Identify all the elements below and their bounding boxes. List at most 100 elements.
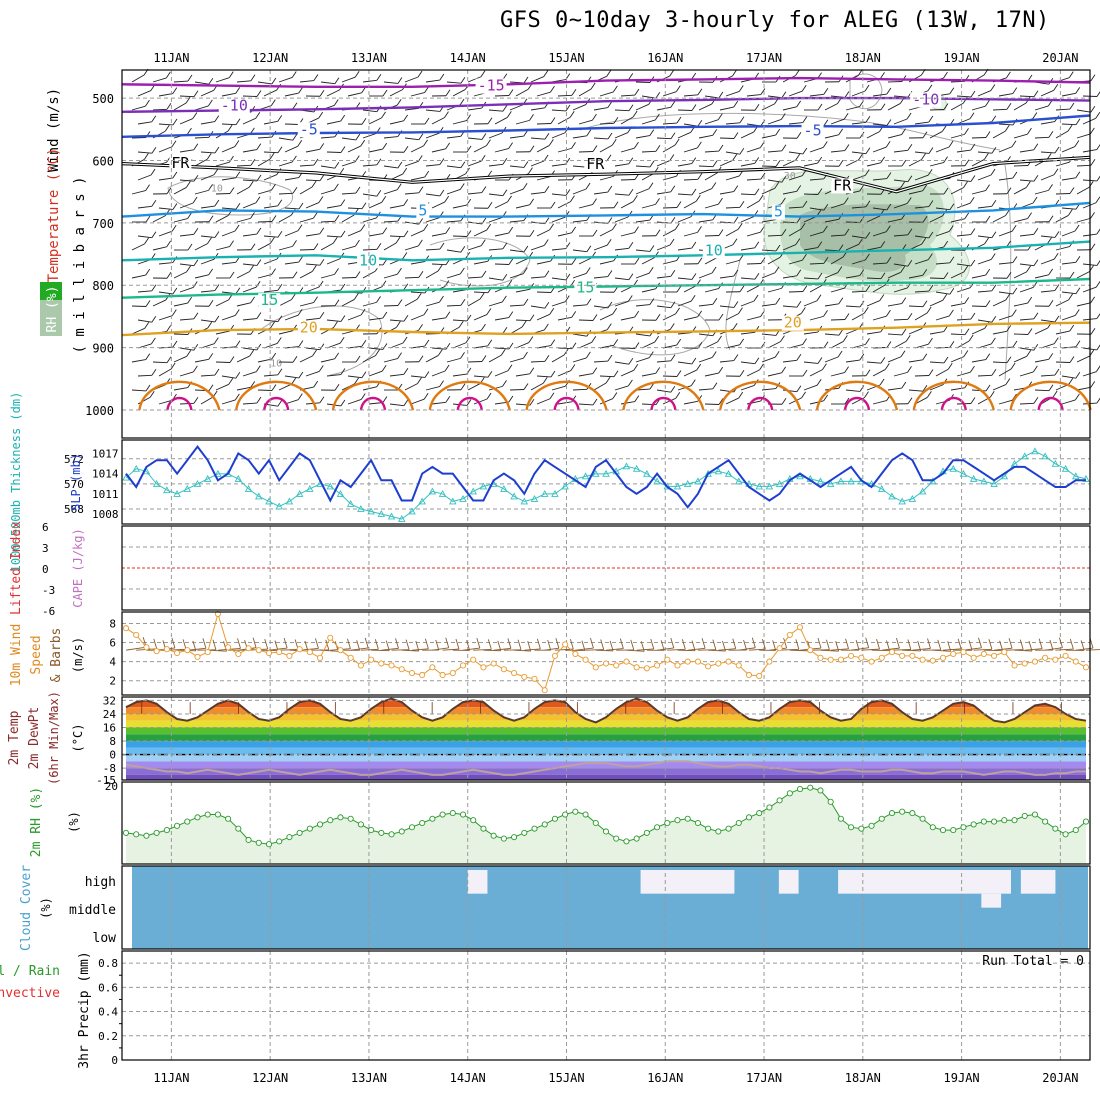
wind-barb: [341, 76, 356, 83]
wind-barb-flag: [439, 189, 445, 197]
rh2m-series-line-marker: [837, 815, 844, 822]
wind-barb: [1019, 371, 1034, 377]
wind-barb-flag: [418, 133, 424, 140]
wind-barb-flag: [859, 385, 865, 392]
wind-barb: [1076, 386, 1091, 391]
wind-barb: [782, 305, 797, 308]
thickness-series-line-marker: [602, 469, 610, 477]
wind-barb: [152, 299, 166, 307]
wind-barb: [992, 330, 1007, 335]
wind-barb-flag: [481, 133, 487, 140]
wind-barb-flag: [570, 195, 575, 202]
wind-barb-flag: [355, 239, 360, 247]
wind-barb-flag: [333, 321, 338, 328]
wind-barb-flag: [355, 133, 361, 141]
rh2m-series-line-marker: [817, 787, 824, 794]
wind-barb: [1019, 318, 1034, 321]
wind-barb-flag: [417, 377, 422, 384]
wind-barb: [509, 249, 524, 253]
wind-barb-flag: [634, 141, 639, 149]
wind-barb-flag: [151, 284, 157, 292]
wind-speed-series-line-marker: [592, 664, 599, 671]
wind-barb: [137, 121, 152, 125]
wind-barb: [221, 207, 236, 210]
wind-barb-flag: [796, 185, 802, 192]
thickness-series-line-marker: [275, 502, 283, 510]
wind-barb-flag: [1075, 171, 1081, 179]
wind-barb-flag: [712, 160, 718, 167]
wind-barb-flag: [1090, 127, 1095, 135]
wind-barb: [578, 119, 593, 125]
wind-barb: [872, 207, 887, 211]
wind-barb: [1034, 189, 1049, 195]
wind-barb: [215, 299, 229, 307]
lifted-tick-label: -3: [42, 584, 55, 597]
wind-barb-flag: [214, 146, 220, 154]
wind-barb-flag: [628, 104, 634, 111]
wind-barb-flag: [187, 296, 193, 304]
wind-barb: [1034, 274, 1049, 279]
wind-barb: [515, 288, 530, 293]
wind-barb-flag: [628, 242, 634, 249]
wind-barb: [698, 188, 713, 195]
wind-barb: [383, 81, 398, 84]
wind-barb: [683, 147, 698, 153]
wind-barb: [530, 107, 545, 111]
wind-barb-flag: [381, 364, 387, 372]
wind-barb-flag: [718, 366, 724, 374]
wind-speed-series-line-marker: [388, 662, 395, 669]
wind-barb: [194, 358, 209, 363]
wind-barb: [1019, 95, 1035, 98]
wind-barb: [656, 106, 671, 111]
wind-barb-flag: [213, 337, 219, 344]
wind-barb: [719, 305, 734, 308]
thickness-series-line-marker: [1051, 459, 1060, 467]
wind-speed-series-line-marker: [470, 656, 477, 663]
wind-barb-flag: [1067, 124, 1073, 132]
wind-barb-flag: [402, 252, 408, 259]
wind-barb: [887, 356, 902, 363]
wind-barb: [215, 215, 229, 223]
wind-barb-flag: [674, 223, 680, 230]
surface-wind-barb-flag: [466, 640, 471, 651]
wind-barb-flag: [235, 287, 241, 294]
wind-barb: [242, 179, 257, 182]
cloud-level-label: low: [93, 931, 117, 946]
wind-speed-series-line-marker: [776, 645, 783, 652]
wind-barb-flag: [781, 397, 787, 405]
wind-barb: [956, 263, 971, 267]
wind-barb: [767, 179, 782, 183]
wind-barb-flag: [675, 392, 681, 399]
thickness-series-line-marker: [755, 482, 763, 490]
wind-barb: [761, 219, 776, 223]
wind-barb-flag: [922, 131, 928, 139]
wind-barb: [866, 162, 881, 167]
wind-barb: [599, 144, 613, 153]
wind-barb-flag: [754, 241, 760, 249]
wind-speed-series-line-marker: [235, 650, 242, 658]
wind-barb: [824, 134, 839, 139]
wind-barb-flag: [921, 153, 926, 160]
surface-wind-barb: [830, 648, 849, 651]
wind-barb-flag: [606, 70, 612, 77]
wind-barb-flag: [150, 168, 156, 176]
wind-barb-flag: [754, 188, 760, 195]
wind-barb-flag: [633, 364, 639, 371]
wind-barb: [236, 271, 250, 279]
wind-barb-flag: [214, 199, 220, 207]
wind-barb: [698, 357, 713, 363]
wind-barb-flag: [990, 253, 996, 260]
thickness-series-line-marker: [469, 487, 477, 495]
pressure-tick-label: 800: [92, 279, 114, 293]
wind-barb-flag: [628, 379, 633, 387]
wind-barb: [467, 192, 482, 195]
wind-barb-flag: [208, 184, 213, 191]
wind-barb-flag: [395, 321, 401, 328]
wind-barb: [887, 303, 902, 307]
wind-barb: [767, 372, 782, 377]
upper-air-panel: [121, 69, 1091, 439]
wind-speed-series-line-marker: [664, 656, 671, 663]
wind-barb: [935, 291, 950, 295]
wind-barb-flag: [417, 70, 423, 78]
wind-barb-flag: [983, 153, 989, 160]
